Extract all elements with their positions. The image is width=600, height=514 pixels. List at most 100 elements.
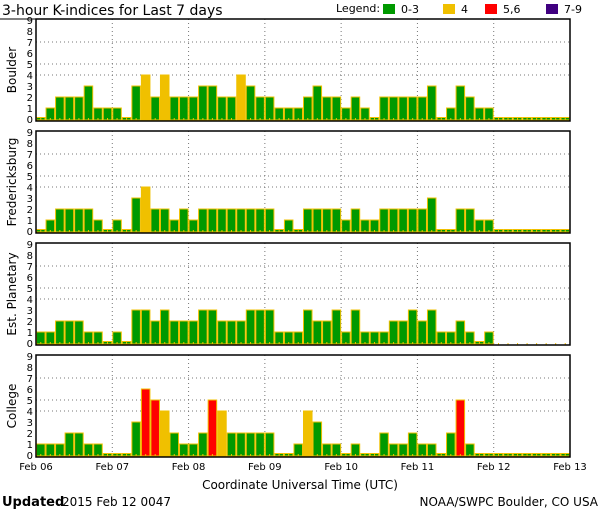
bar: [379, 432, 389, 457]
y-tick-label: 7: [27, 374, 33, 385]
x-tick-label: Feb 08: [172, 462, 206, 473]
bar: [236, 320, 246, 345]
bar: [169, 432, 180, 457]
bar: [64, 208, 75, 233]
bar: [388, 96, 399, 121]
bar: [188, 320, 199, 345]
x-tick-label: Feb 06: [19, 462, 53, 473]
bar: [131, 197, 141, 233]
y-tick-label: 3: [27, 418, 33, 429]
bar: [312, 85, 323, 121]
credit: NOAA/SWPC Boulder, CO USA: [420, 495, 599, 509]
bar: [159, 208, 170, 233]
panel-frame: [35, 242, 571, 346]
bar: [207, 399, 218, 457]
bar: [407, 432, 418, 457]
legend-item-label: 0-3: [401, 3, 419, 16]
bar: [350, 208, 361, 233]
bar: [207, 208, 218, 233]
y-tick-label: 8: [27, 363, 33, 374]
bar: [83, 208, 94, 233]
bar: [465, 208, 475, 233]
y-tick-label: 6: [27, 385, 33, 396]
y-tick-label: 0: [27, 451, 33, 462]
bar: [64, 432, 75, 457]
y-tick-label: 9: [27, 240, 33, 251]
bar: [74, 432, 84, 457]
bar: [312, 208, 323, 233]
bar: [426, 197, 437, 233]
bar: [207, 85, 218, 121]
bar: [312, 320, 323, 345]
y-tick-label: 2: [27, 317, 33, 328]
bar: [322, 320, 332, 345]
bar: [64, 320, 75, 345]
bar: [255, 309, 265, 345]
y-tick-label: 9: [27, 16, 33, 27]
y-tick-label: 0: [27, 339, 33, 350]
bar: [198, 309, 208, 345]
bar: [264, 96, 275, 121]
y-tick-label: 1: [27, 328, 33, 339]
bar: [417, 96, 427, 121]
legend-swatch: [383, 4, 395, 14]
bar: [179, 208, 189, 233]
y-tick-label: 1: [27, 216, 33, 227]
legend-item-label: 4: [461, 3, 468, 16]
bar: [331, 96, 342, 121]
bar: [217, 410, 227, 457]
bar: [131, 85, 141, 121]
bar: [426, 309, 437, 345]
y-tick-label: 3: [27, 82, 33, 93]
bar: [398, 208, 408, 233]
bar: [264, 309, 275, 345]
x-tick-label: Feb 13: [553, 462, 587, 473]
bar: [198, 208, 208, 233]
bar: [303, 96, 313, 121]
bar: [426, 85, 437, 121]
bar: [226, 320, 237, 345]
y-tick-label: 6: [27, 49, 33, 60]
bar: [388, 320, 399, 345]
y-tick-label: 6: [27, 273, 33, 284]
x-tick-label: Feb 07: [95, 462, 129, 473]
x-tick-label: Feb 09: [248, 462, 282, 473]
bar: [236, 432, 246, 457]
bar: [455, 208, 466, 233]
y-tick-label: 4: [27, 407, 33, 418]
bar: [350, 96, 361, 121]
bar: [217, 320, 227, 345]
y-tick-label: 7: [27, 150, 33, 161]
y-tick-label: 5: [27, 284, 33, 295]
y-tick-label: 5: [27, 172, 33, 183]
panel-label: Fredericksburg: [5, 138, 19, 227]
y-tick-label: 6: [27, 161, 33, 172]
bar: [379, 96, 389, 121]
bar: [245, 309, 256, 345]
legend-swatch: [443, 4, 455, 14]
bar: [264, 432, 275, 457]
bar: [198, 432, 208, 457]
bar: [179, 96, 189, 121]
y-tick-label: 4: [27, 71, 33, 82]
bar: [331, 208, 342, 233]
panel-frame: [35, 18, 571, 122]
bar: [255, 432, 265, 457]
bar: [417, 208, 427, 233]
y-tick-label: 5: [27, 60, 33, 71]
y-tick-label: 3: [27, 306, 33, 317]
bar: [407, 208, 418, 233]
y-tick-label: 8: [27, 27, 33, 38]
legend-swatch: [546, 4, 558, 14]
bar: [150, 399, 160, 457]
bar: [83, 85, 94, 121]
bar: [140, 388, 151, 457]
bar: [455, 85, 466, 121]
bar: [322, 96, 332, 121]
updated-value: 2015 Feb 12 0047: [62, 495, 171, 509]
bar: [55, 96, 65, 121]
bar: [74, 208, 84, 233]
